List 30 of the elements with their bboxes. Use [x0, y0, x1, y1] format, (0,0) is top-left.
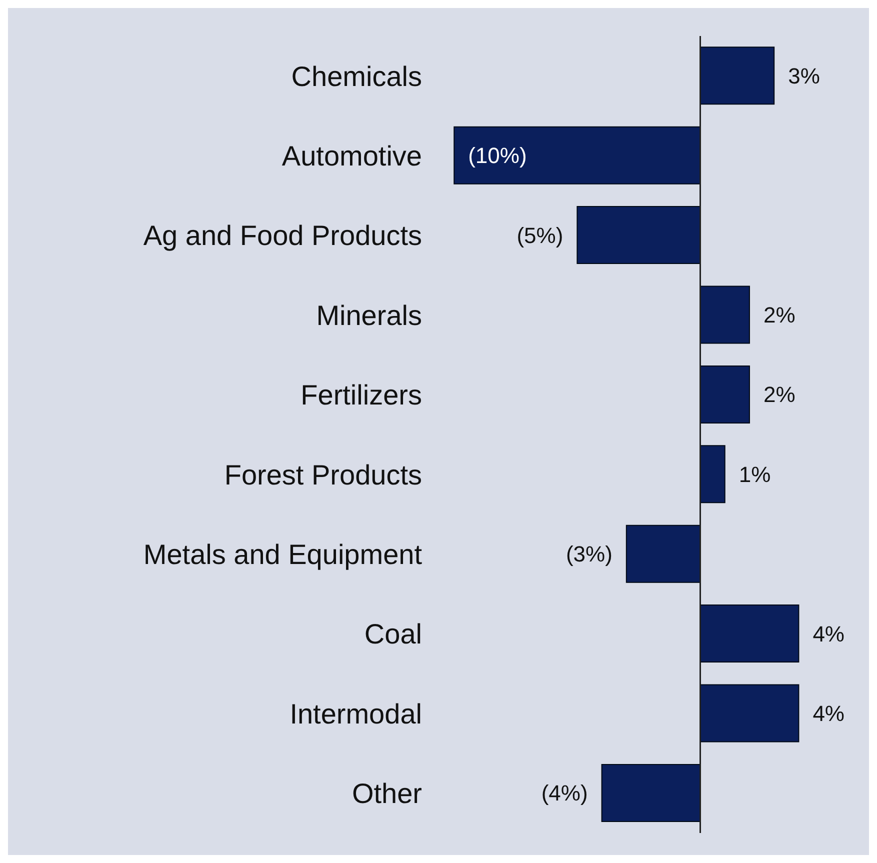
- bar: [454, 126, 701, 184]
- data-label: 4%: [812, 621, 844, 646]
- y-tick-label: Intermodal: [290, 698, 422, 730]
- data-label: (10%): [468, 143, 527, 168]
- bar: [700, 445, 726, 504]
- data-label: (4%): [541, 780, 588, 806]
- bar: [700, 684, 800, 742]
- y-tick-label: Minerals: [316, 300, 422, 331]
- y-tick-label: Coal: [364, 618, 422, 650]
- data-label: 2%: [763, 382, 796, 408]
- y-tick-label: Fertilizers: [300, 380, 422, 411]
- data-label: (3%): [566, 542, 612, 567]
- data-label: 2%: [763, 302, 796, 328]
- y-tick-label: Other: [352, 778, 422, 810]
- bar: [700, 46, 775, 105]
- bar: [576, 206, 701, 264]
- bar: [700, 286, 750, 344]
- bar: [700, 604, 800, 663]
- data-label: 1%: [738, 462, 771, 487]
- y-tick-label: Chemicals: [291, 60, 422, 92]
- bar: [601, 764, 701, 822]
- data-label: 4%: [812, 700, 844, 726]
- data-label: 3%: [788, 63, 820, 88]
- y-tick-label: Metals and Equipment: [143, 538, 422, 570]
- bar: [700, 365, 750, 424]
- data-label: (5%): [516, 222, 564, 248]
- y-tick-label: Ag and Food Products: [143, 220, 422, 252]
- y-tick-label: Automotive: [282, 140, 422, 172]
- bar: [626, 524, 701, 583]
- y-tick-label: Forest Products: [224, 459, 422, 490]
